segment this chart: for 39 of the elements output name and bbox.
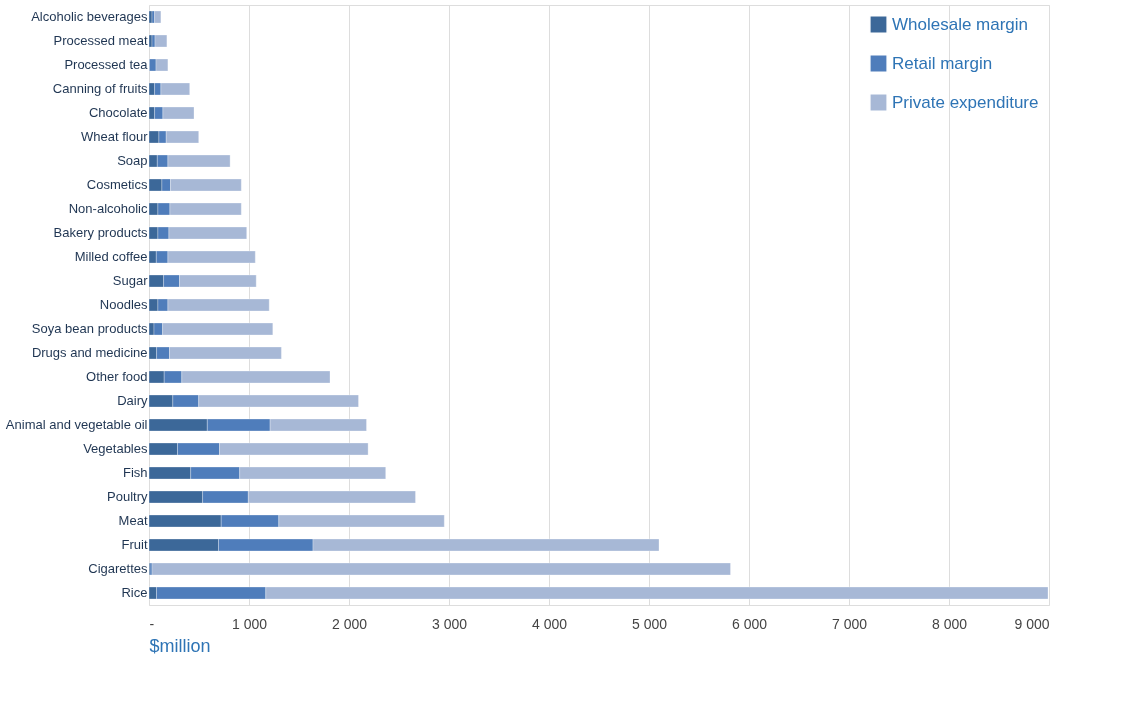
y-tick-label: Other food xyxy=(86,369,148,384)
y-tick-label: Soap xyxy=(117,153,148,168)
y-tick-label: Dairy xyxy=(117,393,148,408)
y-tick-label: Processed tea xyxy=(64,57,149,72)
y-tick-label: Poultry xyxy=(107,489,148,504)
legend-label: Wholesale margin xyxy=(892,14,1029,34)
x-tick-label: 2 000 xyxy=(331,615,368,632)
y-tick-label: Milled coffee xyxy=(74,249,148,264)
y-tick-label: Cigarettes xyxy=(88,561,148,576)
y-tick-label: Non-alcoholic xyxy=(68,201,148,216)
y-tick-label: Soya bean products xyxy=(31,321,148,336)
x-tick-label: 9 000 xyxy=(1014,615,1050,632)
y-tick-label: Meat xyxy=(118,513,148,528)
x-tick-label: 1 000 xyxy=(231,615,268,632)
y-tick-label: Vegetables xyxy=(83,441,148,456)
x-tick-label: 4 000 xyxy=(531,615,568,632)
legend-label: Private expenditure xyxy=(892,92,1039,112)
y-tick-label: Fruit xyxy=(121,537,148,552)
y-tick-label: Drugs and medicine xyxy=(31,345,148,360)
y-tick-label: Alcoholic beverages xyxy=(31,9,148,24)
y-tick-label: Cosmetics xyxy=(86,177,148,192)
legend-label: Retail margin xyxy=(892,53,993,73)
y-tick-label: Chocolate xyxy=(88,105,148,120)
y-tick-label: Rice xyxy=(121,585,148,600)
y-tick-label: Animal and vegetable oil xyxy=(5,417,148,432)
y-tick-label: Sugar xyxy=(112,273,149,288)
y-tick-label: Wheat flour xyxy=(81,129,149,144)
y-tick-label: Canning of fruits xyxy=(52,81,148,96)
x-tick-label: 5 000 xyxy=(631,615,668,632)
y-tick-label: Fish xyxy=(122,465,148,480)
x-axis-title: $million xyxy=(149,635,211,656)
y-tick-label: Processed meat xyxy=(53,33,148,48)
x-tick-label: 3 000 xyxy=(431,615,468,632)
y-tick-label: Bakery products xyxy=(53,225,148,240)
x-tick-label: 8 000 xyxy=(931,615,968,632)
x-tick-label: 6 000 xyxy=(731,615,768,632)
y-tick-label: Noodles xyxy=(99,297,148,312)
x-tick-label: - xyxy=(149,615,155,632)
x-tick-label: 7 000 xyxy=(831,615,868,632)
